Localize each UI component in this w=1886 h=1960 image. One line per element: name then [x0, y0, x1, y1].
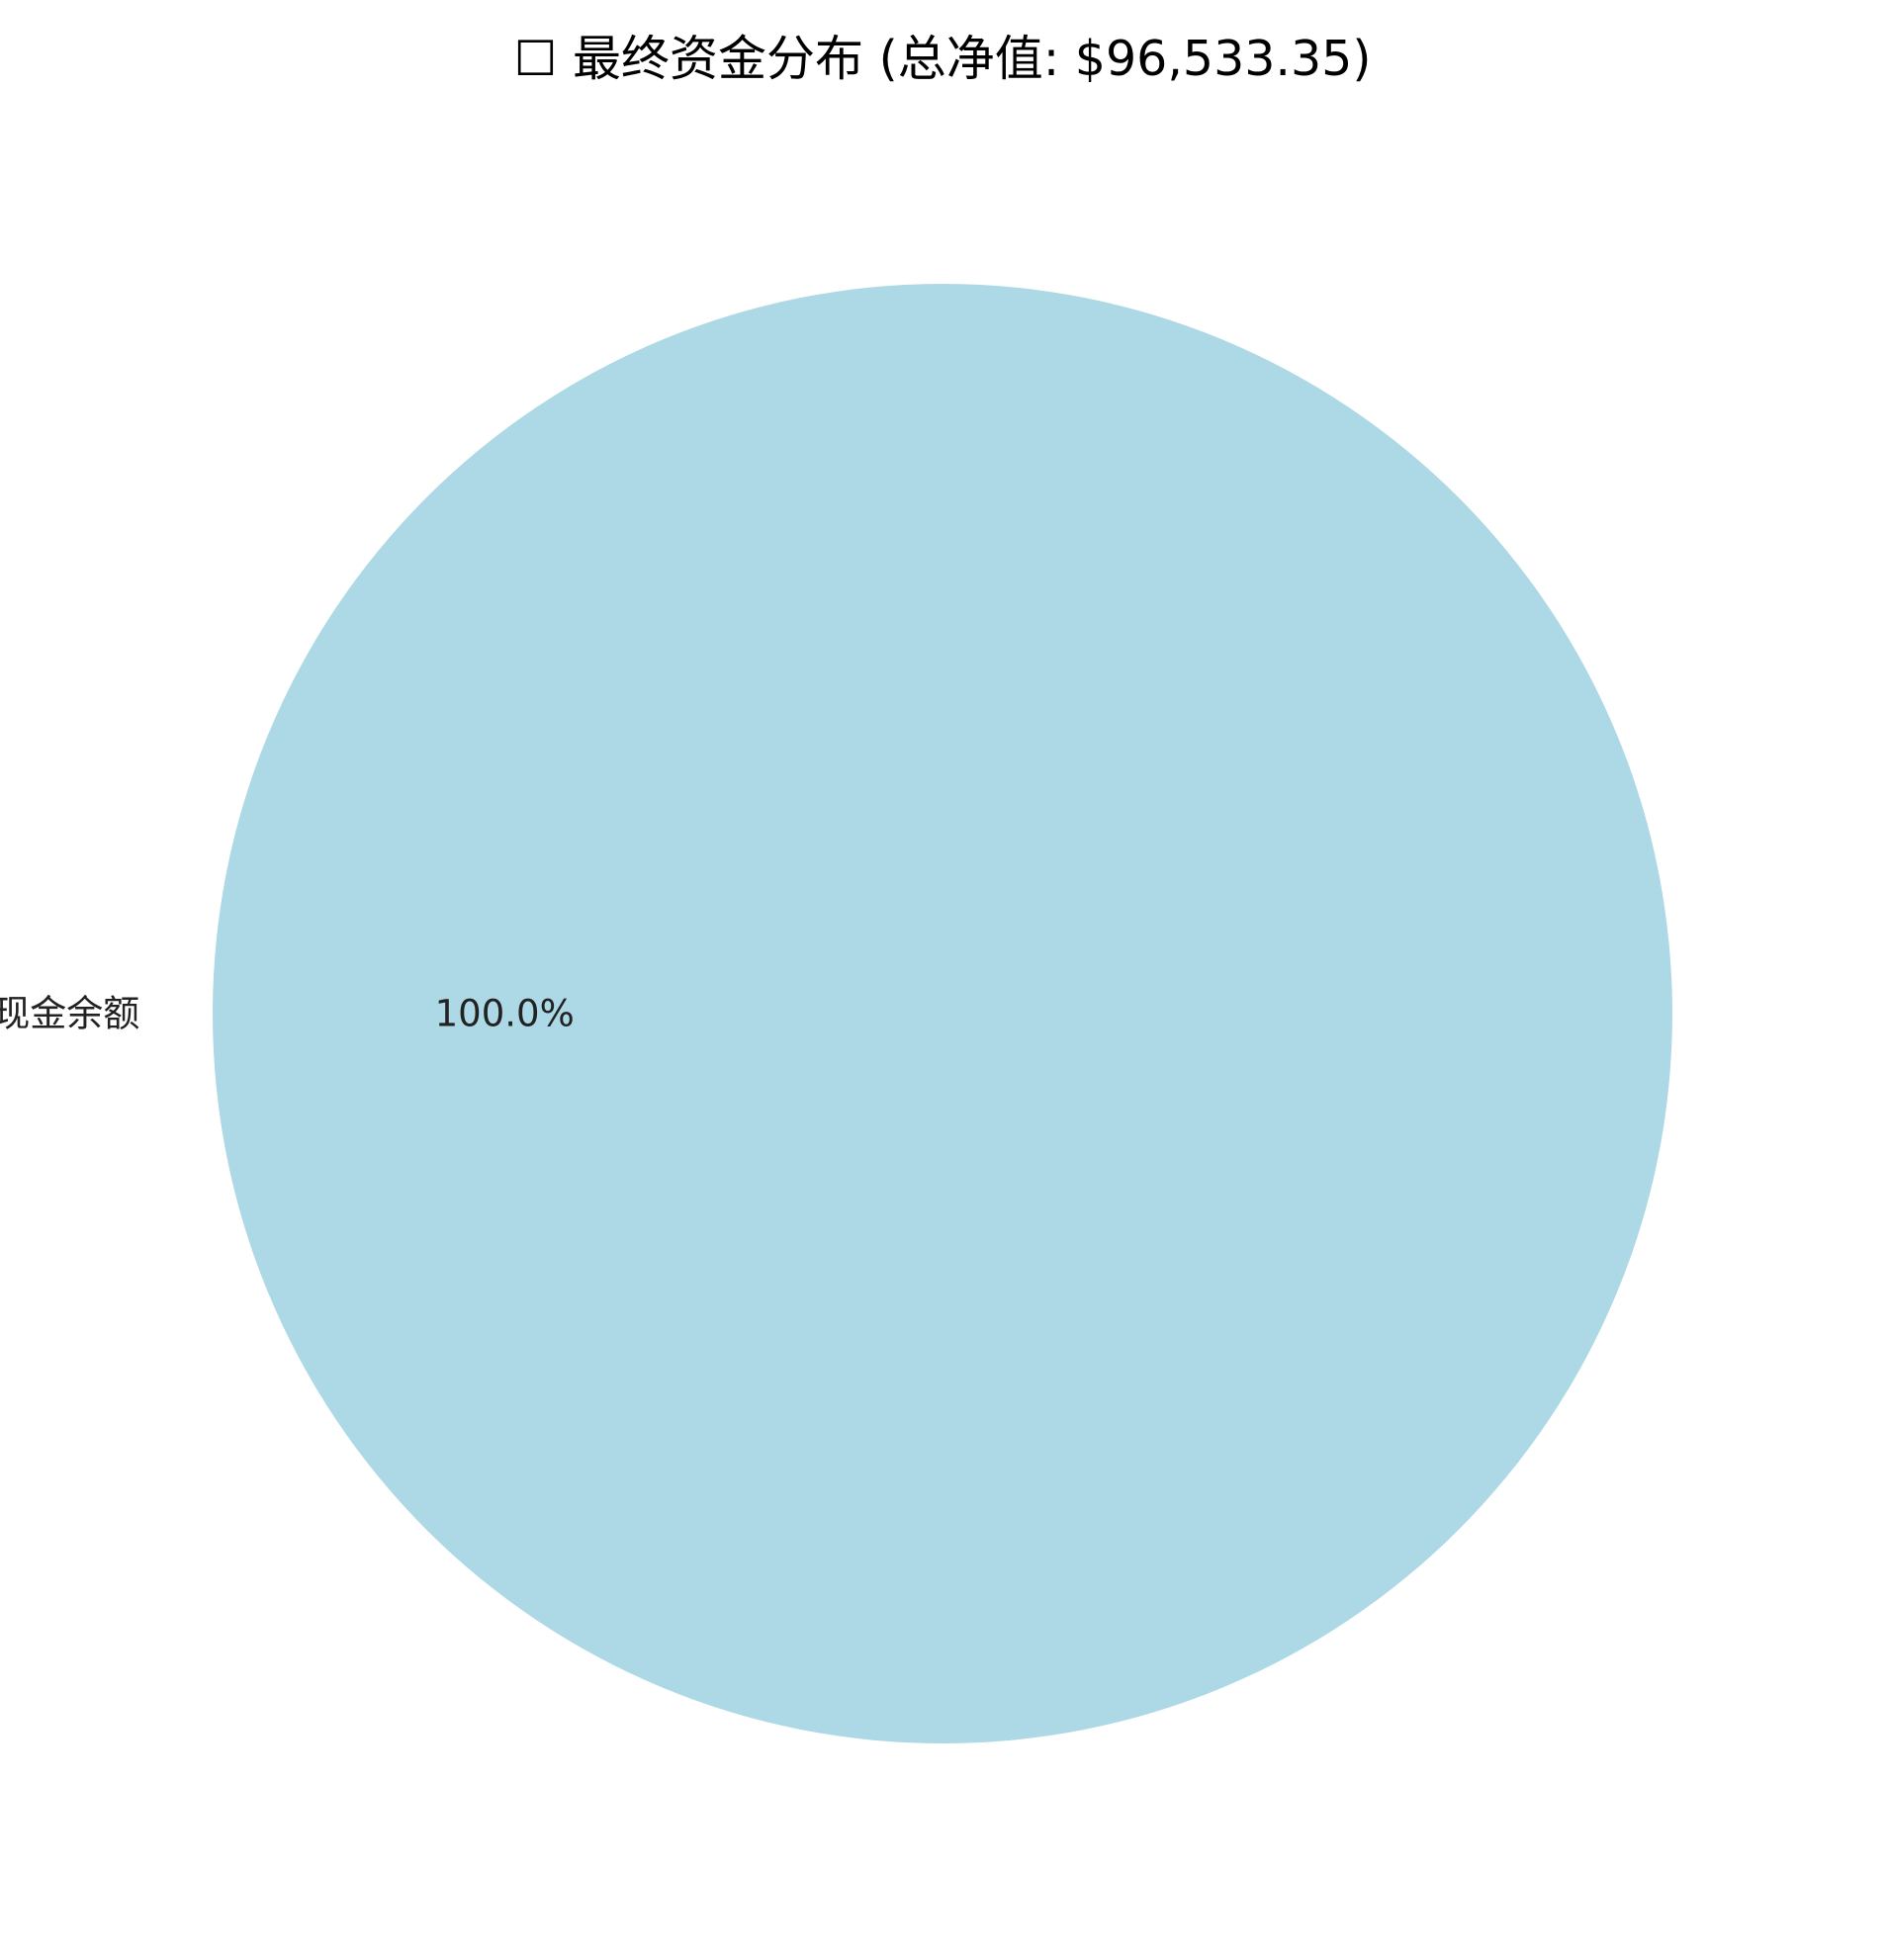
pie-slices — [213, 284, 1672, 1743]
chart-title: ☐ 最终资金分布 (总净值: $96,533.35) — [514, 31, 1372, 87]
pie-slice — [213, 284, 1672, 1743]
slice-percent-label: 100.0% — [435, 993, 575, 1035]
pie-labels: 100.0% 现金余额 — [0, 993, 575, 1035]
slice-category-label: 现金余额 — [0, 993, 139, 1035]
